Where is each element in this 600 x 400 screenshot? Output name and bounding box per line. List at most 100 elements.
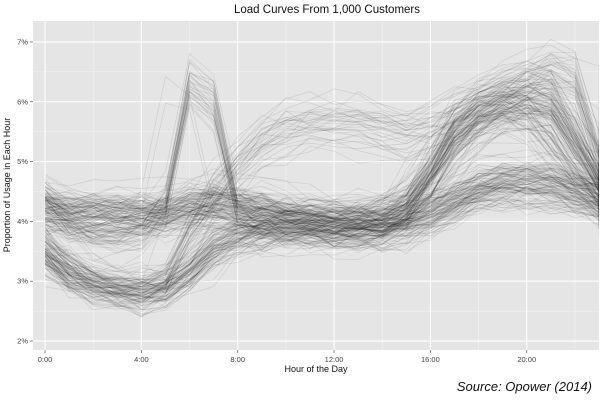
- load-curve-line: [44, 73, 599, 295]
- load-curve-line: [44, 199, 599, 255]
- load-curve-line: [44, 68, 599, 305]
- load-curve-line: [44, 75, 599, 284]
- load-curve-line: [44, 165, 599, 230]
- load-curve-line: [44, 60, 599, 280]
- load-curve-line: [44, 162, 599, 218]
- load-curve-line: [44, 61, 599, 234]
- load-curve-line: [44, 164, 599, 214]
- load-curve-line: [44, 113, 599, 302]
- load-curve-line: [44, 173, 599, 230]
- load-curve-line: [44, 152, 599, 208]
- load-curve-line: [44, 186, 599, 229]
- load-curve-line: [44, 64, 599, 298]
- x-tick-label: 12:00: [325, 355, 344, 364]
- load-curve-line: [44, 80, 599, 288]
- load-curve-line: [44, 186, 599, 245]
- load-curve-line: [44, 90, 599, 247]
- load-curve-line: [44, 84, 599, 243]
- load-curve-line: [44, 101, 599, 289]
- load-curve-line: [44, 79, 599, 240]
- load-curve-line: [44, 189, 599, 237]
- load-curve-line: [44, 127, 599, 315]
- load-curve-line: [44, 124, 599, 316]
- load-curve-line: [44, 90, 599, 252]
- load-curve-line: [44, 186, 599, 247]
- load-curve-line: [44, 172, 599, 224]
- load-curve-line: [44, 74, 599, 244]
- load-curve-line: [44, 172, 599, 223]
- load-curve-line: [44, 178, 599, 234]
- load-curve-line: [44, 183, 599, 240]
- load-curve-line: [44, 110, 599, 307]
- load-curve-line: [44, 105, 599, 269]
- load-curve-line: [44, 98, 599, 291]
- load-curve-line: [44, 100, 599, 301]
- load-curve-line: [44, 177, 599, 226]
- load-curve-line: [44, 94, 599, 284]
- load-curve-line: [44, 93, 599, 250]
- load-curve-line: [44, 71, 599, 282]
- load-curve-line: [44, 167, 599, 221]
- load-curve-line: [44, 109, 599, 300]
- load-curve-line: [45, 196, 599, 250]
- load-curve-line: [44, 186, 599, 232]
- load-curve-line: [44, 44, 599, 286]
- load-curve-line: [44, 38, 599, 274]
- load-curve-line: [44, 119, 599, 304]
- load-curve-line: [44, 117, 599, 298]
- load-curve-line: [44, 174, 599, 226]
- load-curve-line: [44, 186, 599, 239]
- load-curve-lines: [44, 38, 599, 318]
- load-curve-line: [44, 80, 599, 308]
- load-curve-line: [44, 179, 599, 235]
- load-curve-line: [44, 84, 599, 285]
- load-curve-line: [44, 60, 599, 288]
- load-curve-line: [44, 89, 599, 294]
- load-curve-line: [44, 183, 599, 232]
- load-curve-line: [44, 82, 599, 305]
- plot-panel: [33, 21, 599, 350]
- load-curve-line: [44, 62, 599, 283]
- load-curve-line: [44, 187, 599, 239]
- load-curve-line: [44, 181, 599, 235]
- load-curve-line: [44, 95, 599, 300]
- load-curve-line: [44, 99, 599, 292]
- load-curve-line: [44, 89, 599, 291]
- load-curve-line: [44, 186, 599, 234]
- load-curve-line: [44, 91, 599, 304]
- load-curve-line: [44, 171, 599, 222]
- load-curve-line: [44, 67, 599, 286]
- load-curve-line: [44, 53, 599, 289]
- load-curve-line: [44, 79, 599, 290]
- load-curve-line: [44, 173, 599, 226]
- load-curve-line: [44, 169, 599, 222]
- load-curve-line: [44, 172, 599, 233]
- load-curve-line: [44, 179, 599, 233]
- load-curve-line: [44, 164, 599, 221]
- source-caption: Source: Opower (2014): [456, 379, 592, 394]
- load-curve-line: [44, 71, 599, 230]
- load-curve-line: [44, 183, 599, 238]
- load-curve-line: [44, 189, 599, 243]
- load-curve-line: [44, 175, 599, 229]
- load-curve-line: [44, 108, 599, 300]
- load-curve-line: [44, 99, 599, 294]
- load-curve-line: [44, 77, 599, 292]
- load-curve-line: [44, 95, 599, 298]
- load-curve-line: [44, 72, 599, 234]
- load-curve-line: [44, 128, 599, 309]
- load-curve-line: [44, 167, 599, 221]
- load-curve-line: [44, 197, 599, 249]
- load-curve-line: [44, 185, 599, 237]
- load-curve-line: [44, 98, 599, 253]
- load-curve-line: [44, 97, 599, 301]
- load-curve-line: [44, 103, 599, 290]
- load-curve-line: [44, 174, 599, 230]
- load-curve-line: [44, 198, 599, 246]
- load-curve-line: [44, 106, 599, 300]
- y-tick-label: 6%: [17, 97, 28, 106]
- load-curve-line: [44, 85, 599, 289]
- load-curve-line: [44, 204, 599, 252]
- y-tick-label: 5%: [17, 157, 28, 166]
- load-curve-line: [44, 172, 599, 221]
